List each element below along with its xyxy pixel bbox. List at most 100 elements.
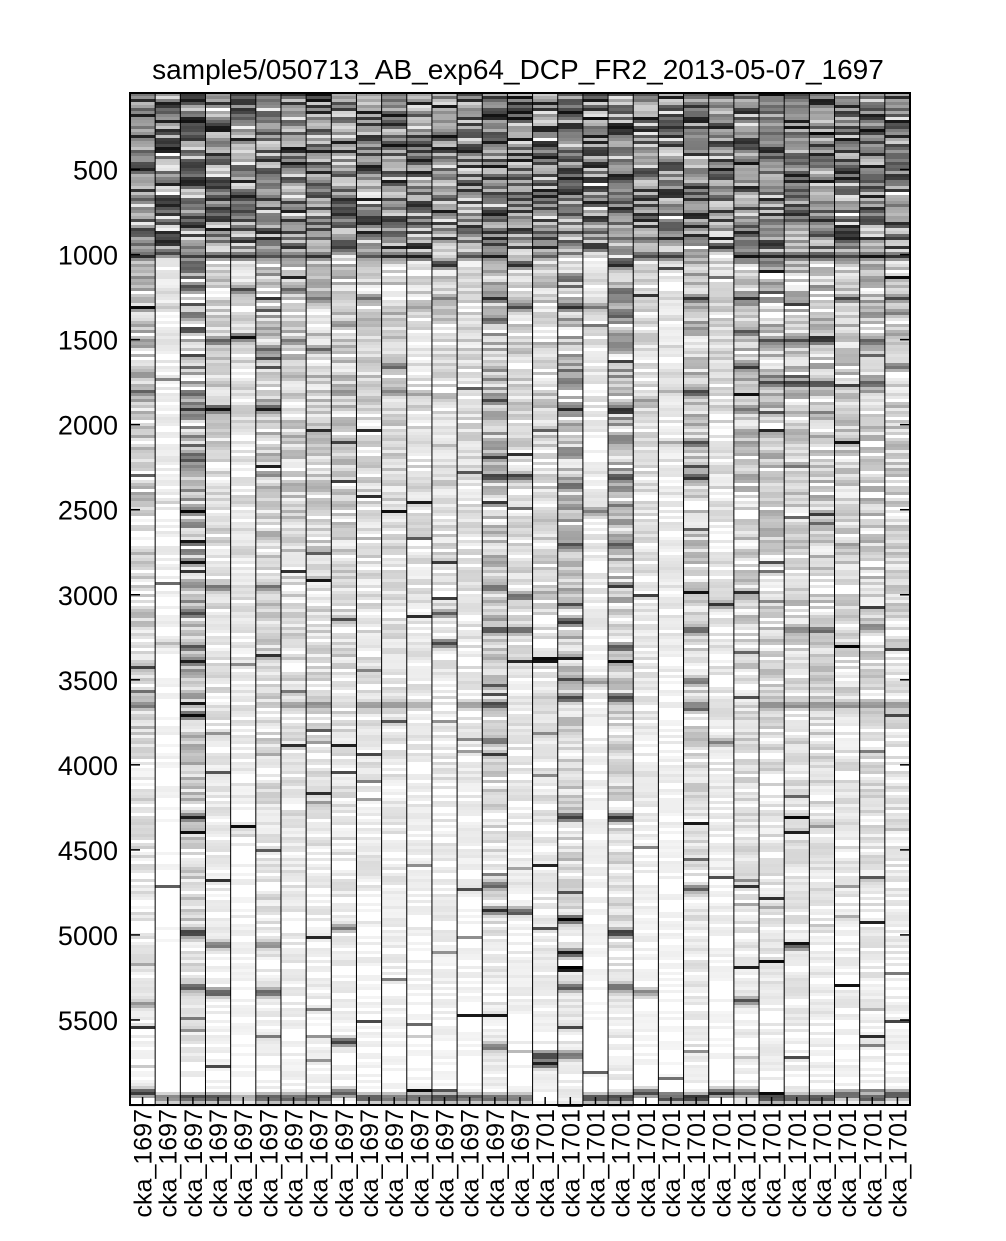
heatmap-cell — [406, 504, 432, 507]
heatmap-cell — [532, 108, 558, 111]
heatmap-cell — [331, 1020, 357, 1023]
heatmap-cell — [255, 612, 281, 615]
heatmap-cell — [280, 336, 307, 339]
heatmap-cell — [457, 327, 483, 330]
heatmap-cell — [356, 318, 382, 321]
heatmap-cell — [230, 987, 256, 990]
heatmap-cell — [280, 756, 307, 759]
heatmap-cell — [507, 399, 533, 402]
heatmap-cell — [507, 459, 533, 462]
heatmap-cell — [482, 1092, 508, 1095]
heatmap-cell — [255, 807, 281, 810]
heatmap-cell — [255, 372, 281, 375]
heatmap-cell — [356, 126, 382, 129]
heatmap-cell — [557, 774, 583, 777]
heatmap-cell — [431, 537, 458, 540]
heatmap-cell — [280, 126, 307, 129]
heatmap-cell — [306, 474, 332, 477]
heatmap-cell — [331, 699, 357, 702]
heatmap-cell — [356, 198, 382, 201]
heatmap-cell — [180, 915, 206, 918]
heatmap-cell — [230, 771, 256, 774]
heatmap-cell — [255, 375, 281, 378]
heatmap-cell — [431, 243, 458, 246]
heatmap-cell — [557, 237, 583, 240]
heatmap-cell — [557, 711, 583, 714]
heatmap-cell — [306, 798, 332, 801]
heatmap-cell — [205, 159, 231, 162]
heatmap-cell — [130, 996, 156, 999]
heatmap-cell — [532, 1071, 558, 1074]
heatmap-cell — [255, 918, 281, 921]
heatmap-cell — [406, 666, 432, 669]
heatmap-cell — [331, 351, 357, 354]
heatmap-cell — [331, 1041, 357, 1044]
heatmap-cell — [532, 990, 558, 993]
heatmap-cell — [557, 213, 583, 216]
heatmap-cell — [280, 765, 307, 768]
heatmap-cell — [230, 120, 256, 123]
heatmap-cell — [255, 414, 281, 417]
heatmap-cell — [255, 498, 281, 501]
heatmap-cell — [482, 993, 508, 996]
heatmap-cell — [532, 426, 558, 429]
heatmap-cell — [381, 894, 407, 897]
heatmap-column-2 — [155, 93, 181, 1104]
heatmap-cell — [280, 1020, 307, 1023]
heatmap-cell — [557, 510, 583, 513]
heatmap-cell — [356, 807, 382, 810]
heatmap-cell — [381, 429, 407, 432]
heatmap-cell — [306, 522, 332, 525]
heatmap-cell — [180, 798, 206, 801]
heatmap-cell — [557, 1011, 583, 1014]
heatmap-cell — [230, 1071, 256, 1074]
heatmap-cell — [130, 969, 156, 972]
heatmap-cell — [532, 993, 558, 996]
heatmap-cell — [255, 753, 281, 756]
heatmap-cell — [180, 282, 206, 285]
heatmap-cell — [482, 291, 508, 294]
heatmap-cell — [205, 579, 231, 582]
heatmap-cell — [331, 273, 357, 276]
heatmap-cell — [280, 120, 307, 123]
heatmap-cell — [557, 849, 583, 852]
heatmap-cell — [155, 225, 181, 228]
heatmap-cell — [482, 825, 508, 828]
heatmap-cell — [406, 444, 432, 447]
heatmap-cell — [205, 732, 231, 735]
heatmap-cell — [280, 897, 307, 900]
heatmap-cell — [532, 405, 558, 408]
heatmap-cell — [155, 306, 181, 309]
heatmap-cell — [230, 528, 256, 531]
heatmap-cell — [457, 117, 483, 120]
heatmap-cell — [406, 882, 432, 885]
heatmap-cell — [130, 138, 156, 141]
heatmap-cell — [255, 162, 281, 165]
heatmap-cell — [306, 660, 332, 663]
heatmap-cell — [381, 624, 407, 627]
heatmap-cell — [431, 870, 458, 873]
heatmap-cell — [280, 1065, 307, 1068]
heatmap-cell — [532, 798, 558, 801]
heatmap-cell — [381, 342, 407, 345]
heatmap-cell — [482, 558, 508, 561]
heatmap-cell — [482, 231, 508, 234]
heatmap-cell — [381, 126, 407, 129]
heatmap-cell — [507, 156, 533, 159]
heatmap-cell — [406, 333, 432, 336]
heatmap-cell — [532, 423, 558, 426]
heatmap-cell — [406, 471, 432, 474]
heatmap-cell — [381, 564, 407, 567]
heatmap-cell — [180, 795, 206, 798]
heatmap-cell — [306, 327, 332, 330]
heatmap-cell — [482, 150, 508, 153]
heatmap-cell — [356, 102, 382, 105]
heatmap-cell — [205, 381, 231, 384]
heatmap-cell — [381, 1017, 407, 1020]
heatmap-cell — [381, 408, 407, 411]
heatmap-cell — [482, 183, 508, 186]
heatmap-cell — [381, 849, 407, 852]
heatmap-cell — [180, 720, 206, 723]
heatmap-cell — [306, 129, 332, 132]
heatmap-cell — [431, 216, 458, 219]
